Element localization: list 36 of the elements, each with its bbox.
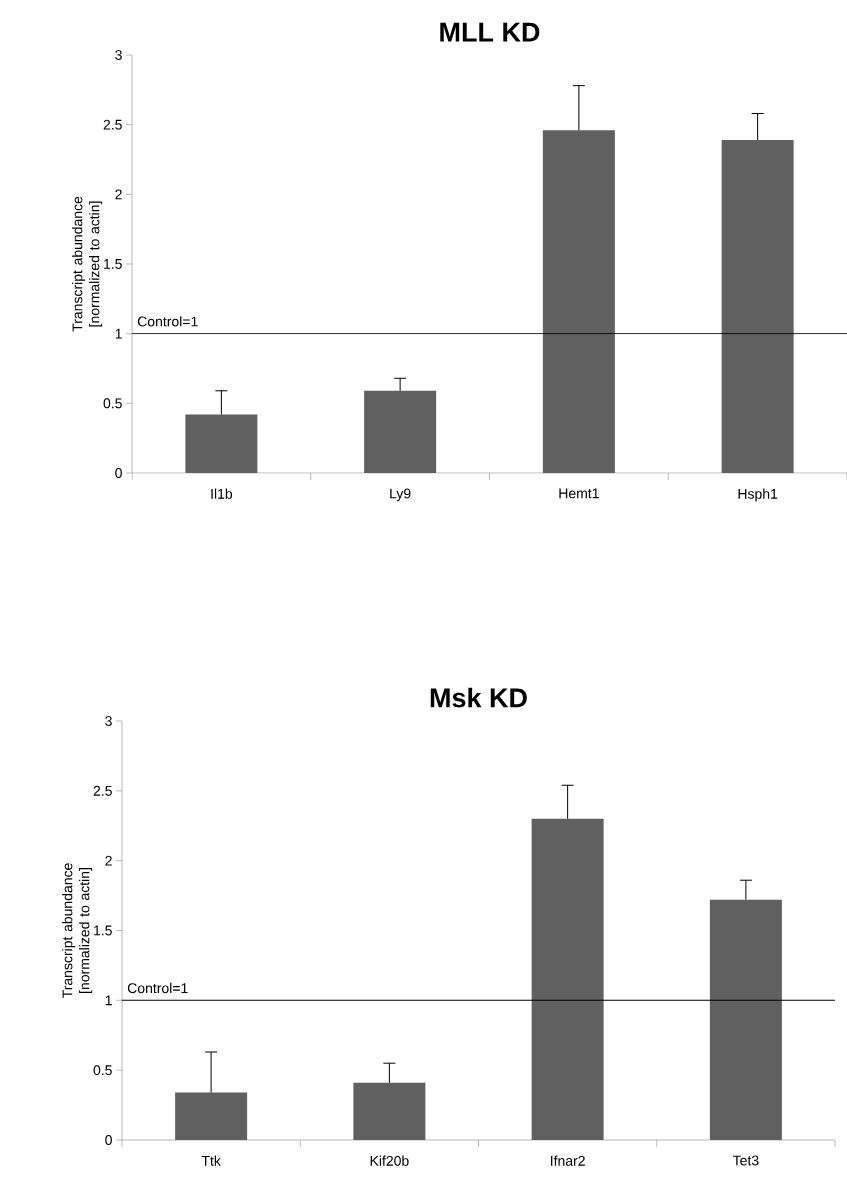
x-tick-label: Ly9: [390, 488, 411, 502]
y-tick-label: 0: [115, 468, 122, 478]
y-tick-label: 2: [105, 855, 112, 866]
x-tick-label: Hsph1: [738, 488, 778, 502]
bar: [364, 390, 437, 473]
y-axis-title: Transcript abundance [normalized to actin]: [72, 196, 103, 332]
x-tick-label: Ttk: [201, 1155, 221, 1166]
bar: [542, 130, 615, 473]
y-tick-label: 1.5: [104, 259, 122, 269]
y-tick-label: 3: [105, 716, 112, 726]
x-tick-label: Tet3: [732, 1155, 759, 1166]
y-tick-label: 1.5: [94, 925, 112, 936]
y-tick-label: 2.5: [103, 119, 122, 130]
bar: [185, 414, 258, 473]
chart-title: MLL KD: [440, 22, 540, 42]
bar: [709, 899, 782, 1140]
ref-line-label: Control=1: [137, 316, 198, 327]
y-tick-label: 2.5: [93, 785, 112, 796]
x-tick-label: Ifnar2: [551, 1155, 585, 1166]
bar: [531, 818, 604, 1140]
y-axis-title: Transcript abundance [normalized to actin]: [62, 863, 93, 999]
y-tick-label: 3: [115, 50, 122, 60]
x-tick-label: Hemt1: [559, 488, 599, 499]
y-tick-label: 2: [115, 189, 122, 200]
y-tick-label: 1: [105, 995, 112, 1006]
y-tick-label: 0.5: [103, 398, 122, 409]
bar: [175, 1092, 248, 1140]
y-tick-label: 0.5: [93, 1065, 112, 1076]
x-tick-label: Kif20b: [370, 1155, 409, 1166]
x-tick-label: Il1b: [211, 488, 233, 499]
chart-title: Msk KD: [430, 687, 527, 708]
y-tick-label: 0: [105, 1135, 112, 1145]
ref-line-label: Control=1: [127, 982, 188, 994]
y-tick-label: 1: [115, 328, 122, 339]
bar: [353, 1082, 426, 1140]
bar: [721, 139, 794, 473]
